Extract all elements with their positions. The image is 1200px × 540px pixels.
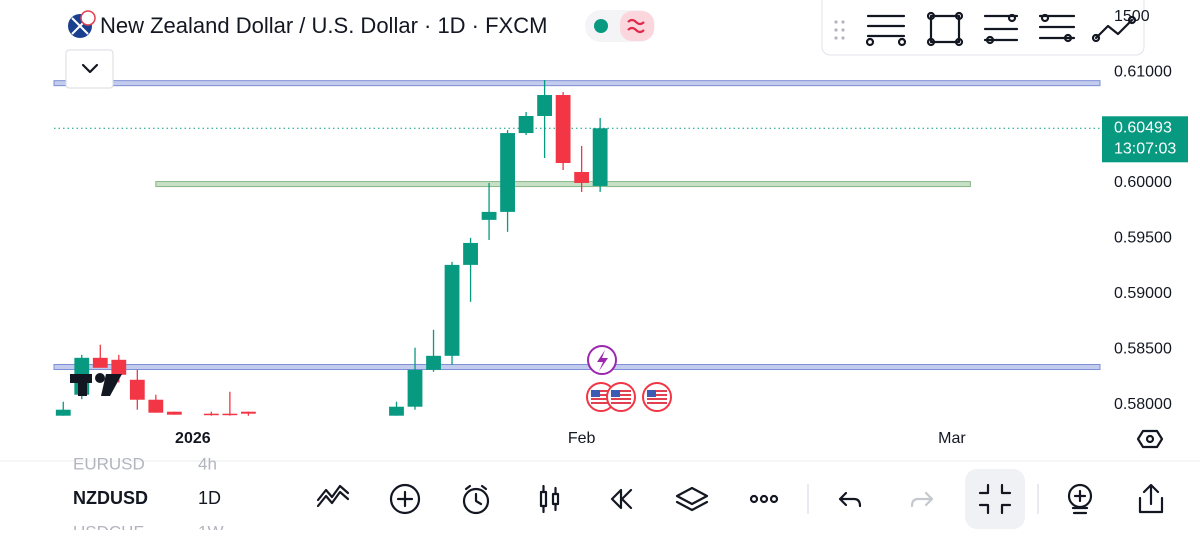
- picker-fade-top: [60, 440, 260, 458]
- btn-fullscreen-bg[interactable]: [965, 469, 1025, 529]
- btn-layers[interactable]: [675, 486, 709, 512]
- header: New Zealand Dollar / U.S. Dollar · 1D · …: [68, 10, 655, 42]
- y-tick-label: 0.58000: [1114, 396, 1172, 413]
- tool-lines[interactable]: [865, 14, 907, 47]
- tool-fib-retrace[interactable]: [1038, 13, 1076, 43]
- btn-fullscreen[interactable]: [978, 483, 1012, 515]
- x-tick-label: 2026: [175, 430, 211, 447]
- candle-body: [592, 128, 608, 186]
- btn-alert[interactable]: [462, 484, 490, 515]
- candle-body: [55, 409, 71, 416]
- tool-path[interactable]: [1091, 15, 1137, 43]
- y-tick-label: 0.60000: [1114, 174, 1172, 191]
- btn-indicators[interactable]: [316, 484, 350, 508]
- btn-share[interactable]: [1138, 483, 1164, 514]
- btn-more[interactable]: [749, 494, 779, 504]
- symbol-interval: 1D: [198, 488, 221, 508]
- candle-body: [148, 399, 164, 413]
- picker-fade-bottom: [60, 530, 260, 540]
- level-zone: [53, 364, 1101, 371]
- last-price-label: 0.60493: [1114, 120, 1172, 137]
- btn-chart-type[interactable]: [539, 484, 560, 514]
- x-tick-label: Feb: [568, 430, 596, 447]
- candle-body: [166, 411, 182, 415]
- candle-body: [555, 95, 571, 163]
- candle-body: [500, 133, 515, 212]
- tv-logo: [70, 373, 122, 396]
- candle-body: [389, 406, 404, 416]
- candle-body: [537, 95, 553, 116]
- chart-settings[interactable]: [1136, 429, 1164, 449]
- candle-body: [203, 413, 219, 416]
- candle-body: [240, 411, 256, 414]
- last-price-box: [1102, 116, 1188, 163]
- candle-body: [426, 355, 441, 370]
- candle-body: [111, 359, 127, 375]
- candle-body: [129, 379, 145, 400]
- flag-usd: [80, 10, 96, 26]
- symbol-name: EURUSD: [73, 454, 145, 473]
- candle-body: [518, 115, 534, 134]
- bottom-toolbar: [316, 469, 1164, 529]
- btn-undo[interactable]: [838, 491, 862, 508]
- candle-body: [444, 264, 460, 356]
- y-tick-label: 0.58500: [1114, 340, 1172, 357]
- zone-dropdown[interactable]: [65, 49, 114, 89]
- level-zone: [155, 181, 971, 188]
- candle-body: [92, 357, 108, 368]
- y-tick-label: 0.59000: [1114, 285, 1172, 302]
- y-tick-label: 1500: [1114, 8, 1150, 25]
- y-tick-label: 0.59500: [1114, 230, 1172, 247]
- candle-body: [222, 413, 238, 416]
- btn-redo: [910, 491, 934, 508]
- symbol-title: New Zealand Dollar / U.S. Dollar · 1D · …: [100, 13, 547, 38]
- tool-rect[interactable]: [926, 11, 964, 47]
- symbol-picker[interactable]: EURUSD4hNZDUSD1DUSDCHF1W: [60, 440, 260, 540]
- candle-body: [463, 242, 478, 265]
- btn-add[interactable]: [389, 483, 421, 515]
- countdown-label: 13:07:03: [1114, 141, 1176, 158]
- event-icons[interactable]: [586, 345, 672, 412]
- level-zone: [53, 80, 1101, 87]
- plot: [53, 80, 1101, 416]
- drawing-toolbar: [821, 0, 1145, 56]
- btn-ideas[interactable]: [1067, 483, 1093, 515]
- symbol-interval: 4h: [198, 454, 217, 473]
- y-tick-label: 0.61000: [1114, 63, 1172, 80]
- candle-body: [407, 369, 423, 407]
- candle-body: [574, 171, 590, 183]
- symbol-name: NZDUSD: [73, 488, 148, 508]
- tool-fib[interactable]: [983, 13, 1019, 45]
- candle-body: [481, 211, 497, 220]
- x-tick-label: Mar: [938, 430, 966, 447]
- btn-replay[interactable]: [610, 488, 633, 510]
